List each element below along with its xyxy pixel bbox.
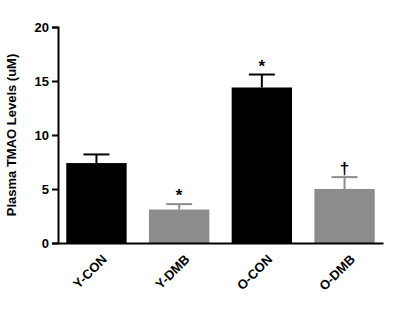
x-axis-line (59, 243, 384, 245)
y-tick-label: 0 (42, 236, 49, 251)
marks (66, 75, 374, 243)
error-stem (95, 154, 97, 163)
y-tick-mark (52, 135, 58, 137)
bar (66, 163, 126, 243)
annotation: † (340, 159, 349, 178)
error-bar (332, 177, 358, 189)
y-tick: 0 (42, 236, 58, 251)
chart: * * † 0 5 10 15 20 Y-CON Y-DMB O-CON O-DMB Plasma TM… (0, 0, 400, 321)
error-bar (83, 154, 109, 163)
error-stem (261, 75, 263, 88)
x-tick: O-DMB (316, 252, 358, 294)
y-tick-label: 10 (35, 128, 49, 143)
y-tick-mark (52, 27, 58, 29)
y-tick: 10 (35, 128, 58, 143)
plot: * * † 0 5 10 15 20 Y-CON Y-DMB O-CON O-DMB (35, 20, 384, 294)
x-tick-label: O-DMB (316, 252, 358, 294)
x-tick: Y-DMB (152, 252, 192, 292)
error-bar (249, 75, 275, 88)
bar (149, 210, 209, 243)
y-tick-label: 15 (35, 74, 49, 89)
x-tick-label: Y-DMB (152, 252, 192, 292)
y-tick: 5 (42, 182, 58, 197)
y-tick-label: 5 (42, 182, 49, 197)
x-tick: Y-CON (70, 252, 110, 292)
y-tick-mark (52, 189, 58, 191)
x-tick: O-CON (234, 252, 275, 293)
error-stem (344, 177, 346, 189)
bar (314, 189, 374, 243)
y-axis-title: Plasma TMAO Levels (uM) (4, 54, 19, 217)
bar (232, 87, 292, 243)
error-cap (83, 153, 109, 155)
x-tick-label: O-CON (234, 252, 275, 293)
y-tick-label: 20 (35, 20, 49, 35)
x-tick-label: Y-CON (70, 252, 110, 292)
y-axis-line (52, 28, 59, 244)
y-tick-mark (52, 243, 58, 245)
annotation: * (176, 186, 183, 205)
annotations: * * † (176, 57, 349, 206)
annotation: * (259, 57, 266, 76)
y-tick-mark (52, 81, 58, 83)
y-tick: 20 (35, 20, 58, 35)
x-axis: Y-CON Y-DMB O-CON O-DMB (59, 244, 384, 294)
y-axis: 0 5 10 15 20 (35, 20, 59, 251)
y-tick: 15 (35, 74, 58, 89)
